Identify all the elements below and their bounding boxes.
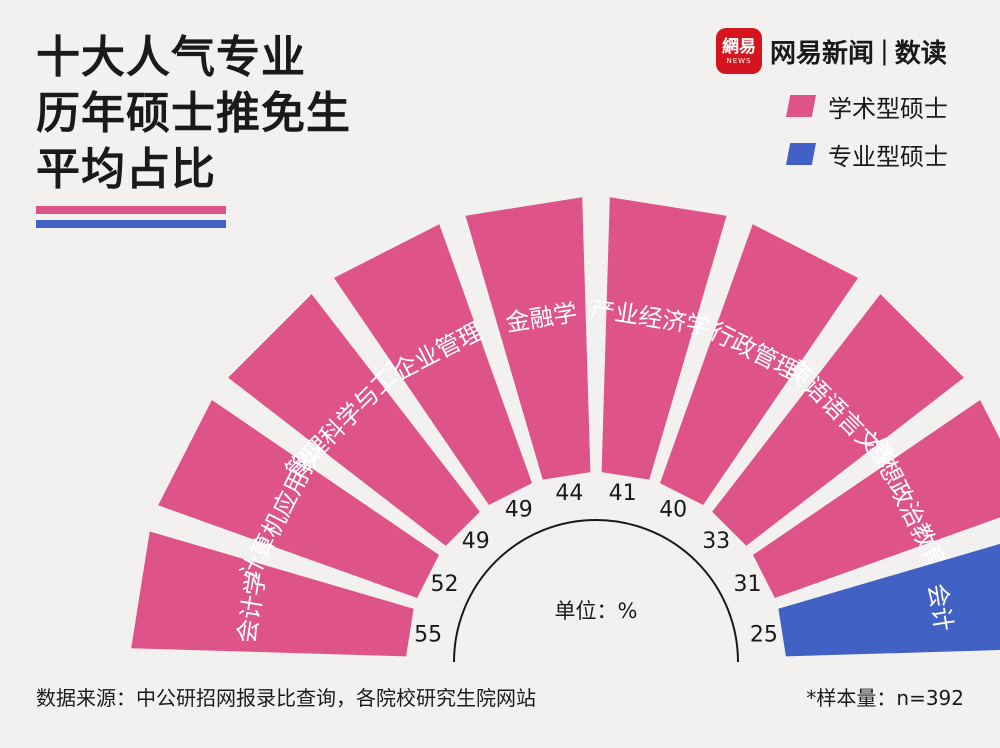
legend-label-academic: 学术型硕士 [828,94,948,123]
bar-4 [334,224,532,505]
legend-label-professional: 专业型硕士 [828,142,948,171]
bar-9 [753,400,1000,598]
value-label-5: 44 [555,481,583,506]
bar-2 [158,400,439,598]
brand-separator: | [880,36,889,66]
data-source: 数据来源：中公研招网报录比查询，各院校研究生院网站 [36,686,536,710]
title-line-2: 历年硕士推免生 [36,88,351,139]
title-bar-pink [36,206,226,214]
value-label-10: 25 [750,622,778,647]
bar-1 [131,531,414,657]
value-label-6: 41 [609,481,637,506]
value-label-9: 31 [734,572,762,597]
value-label-3: 49 [462,529,490,554]
bar-6 [601,197,727,480]
bar-8 [712,294,964,546]
chart-title: 十大人气专业 历年硕士推免生 平均占比 [36,30,351,198]
value-label-7: 40 [659,498,687,523]
legend-item-academic: 学术型硕士 [786,92,948,123]
brand-logo: 網易 NEWS 网易新闻 | 数读 [716,28,947,74]
title-bar-blue [36,220,226,228]
logo-mark-text: 網易 [722,37,756,57]
title-line-1: 十大人气专业 [36,32,306,83]
value-label-2: 52 [431,572,459,597]
legend-swatch-professional [786,143,816,165]
sample-size-note: *样本量：n=392 [806,686,964,710]
netease-news-logo-icon: 網易 NEWS [716,28,762,74]
value-label-8: 33 [702,529,730,554]
value-label-4: 49 [505,498,533,523]
title-line-3: 平均占比 [36,144,216,195]
value-label-1: 55 [414,622,442,647]
unit-label: 单位：% [555,599,638,623]
bar-7 [660,224,858,505]
bar-5 [465,197,591,480]
legend-swatch-academic [786,95,816,117]
inner-arc [453,519,739,663]
brand-name: 网易新闻 [770,38,875,69]
legend-item-professional: 专业型硕士 [786,140,948,171]
brand-column: 数读 [894,38,947,69]
bar-10 [778,543,1000,657]
legend: 学术型硕士 专业型硕士 [786,92,948,188]
logo-mark-subtext: NEWS [726,57,752,65]
bar-3 [228,294,480,546]
